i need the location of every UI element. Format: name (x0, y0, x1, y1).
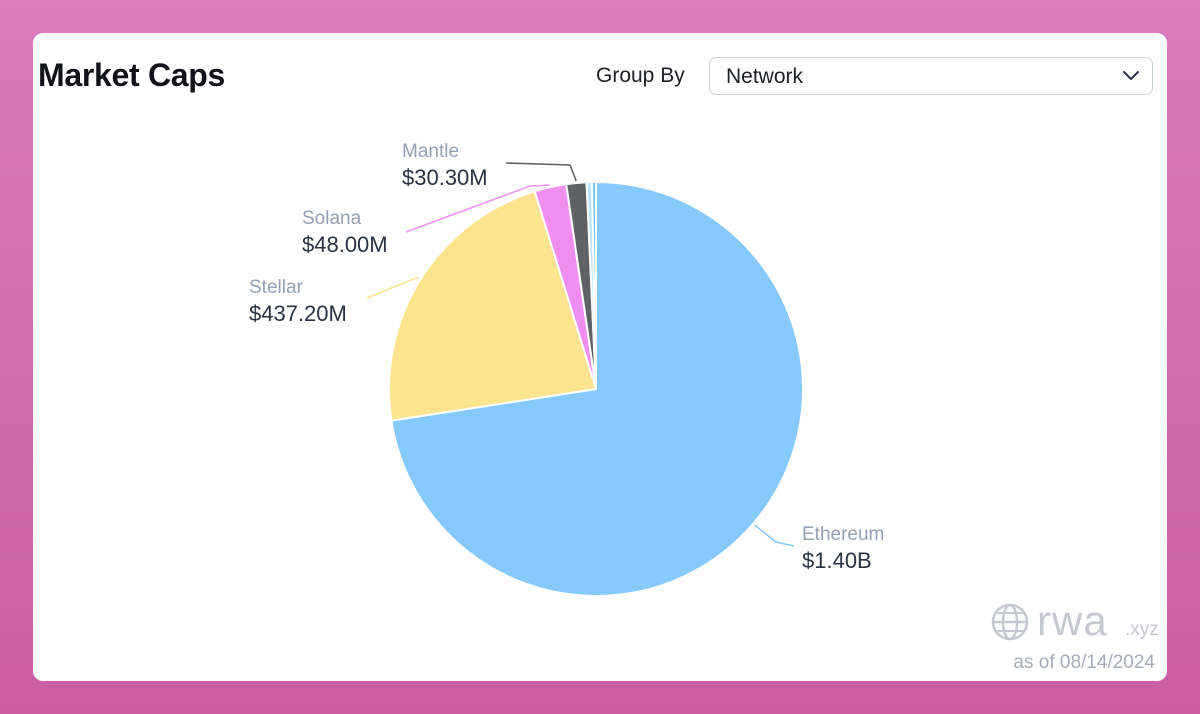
as-of-date: as of 08/14/2024 (1013, 652, 1155, 673)
leader-line-mantle (505, 162, 577, 182)
slice-label-ethereum: Ethereum (802, 524, 884, 545)
slice-label-mantle: Mantle (402, 141, 459, 162)
slice-value-stellar: $437.20M (249, 301, 347, 326)
pie-slice-stellar[interactable] (388, 190, 597, 422)
pie-slice-other-5[interactable] (590, 181, 597, 390)
leader-line-solana (405, 184, 550, 233)
leader-line-ethereum (754, 524, 795, 547)
pie-chart: Ethereum $1.40B Stellar $437.20M Solana $48.0… (249, 141, 884, 597)
slice-value-solana: $48.00M (302, 232, 388, 257)
slice-value-ethereum: $1.40B (802, 548, 872, 573)
pie-slice-ethereum[interactable] (390, 181, 804, 597)
slice-value-mantle: $30.30M (402, 165, 488, 190)
group-by-select[interactable]: Network (709, 57, 1153, 95)
group-by-label: Group By (596, 64, 685, 87)
leader-line-stellar (366, 277, 419, 299)
group-by-selected-value: Network (726, 65, 804, 88)
brand-suffix: .xyz (1125, 619, 1159, 640)
brand-name: rwa (1037, 597, 1108, 644)
market-caps-card: Market Caps Group By Network Ethereum $1.… (33, 33, 1167, 681)
slice-label-stellar: Stellar (249, 277, 304, 298)
chevron-down-icon (1123, 71, 1139, 80)
chart-title: Market Caps (38, 57, 225, 93)
globe-icon (991, 603, 1029, 641)
slice-label-solana: Solana (302, 208, 362, 229)
